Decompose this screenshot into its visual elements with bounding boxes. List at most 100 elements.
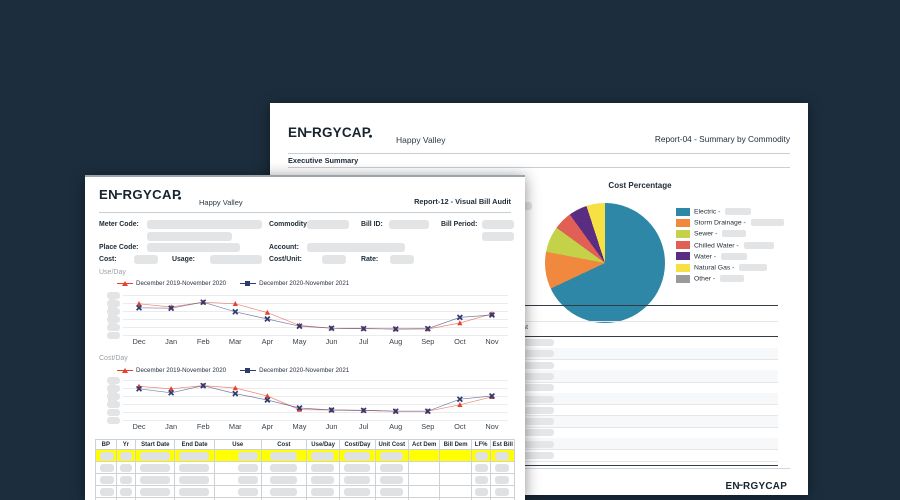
table-cell[interactable] xyxy=(375,450,409,462)
table-column-header[interactable]: End Date xyxy=(175,439,215,450)
table-cell[interactable] xyxy=(261,462,307,474)
table-column-header[interactable]: LF% xyxy=(471,439,492,450)
table-cell[interactable] xyxy=(116,450,137,462)
table-cell[interactable] xyxy=(175,450,215,462)
table-cell[interactable] xyxy=(375,462,409,474)
field-value-cost[interactable] xyxy=(134,255,158,264)
table-cell[interactable] xyxy=(175,474,215,486)
table-column-header[interactable]: Yr xyxy=(116,439,137,450)
table-cell[interactable] xyxy=(116,486,137,498)
table-cell[interactable] xyxy=(491,450,515,462)
table-cell[interactable] xyxy=(340,486,376,498)
table-cell[interactable] xyxy=(175,462,215,474)
table-cell[interactable] xyxy=(261,474,307,486)
table-cell[interactable] xyxy=(306,450,341,462)
table-cell[interactable] xyxy=(409,462,441,474)
report-12-document[interactable]: EN RGYCAP Happy Valley Report-12 - Visua… xyxy=(85,175,525,500)
field-value-meter-code-2[interactable] xyxy=(147,232,232,241)
table-cell[interactable] xyxy=(136,474,176,486)
table-cell[interactable] xyxy=(409,498,441,500)
visual-bill-audit-table[interactable]: BP Yr Start Date End Date Use Cost Use/Day Cost… xyxy=(95,439,515,500)
table-cell[interactable] xyxy=(375,486,409,498)
field-value-bill-period[interactable] xyxy=(482,220,514,229)
table-cell[interactable] xyxy=(307,498,341,500)
table-cell[interactable] xyxy=(214,462,262,474)
table-cell[interactable] xyxy=(440,498,472,500)
table-cell[interactable] xyxy=(340,462,376,474)
table-cell[interactable] xyxy=(491,474,515,486)
table-cell[interactable] xyxy=(471,474,492,486)
table-cell[interactable] xyxy=(471,450,492,462)
table-cell[interactable] xyxy=(340,450,376,462)
data-point-marker xyxy=(264,396,271,404)
table-cell[interactable] xyxy=(491,462,515,474)
table-cell[interactable] xyxy=(440,462,472,474)
table-cell[interactable] xyxy=(491,498,515,500)
table-column-header[interactable]: Cost/Day xyxy=(340,439,376,450)
table-cell[interactable] xyxy=(471,486,492,498)
use-per-day-label: Use/Day xyxy=(99,269,126,276)
report-04-title: Report-04 - Summary by Commodity xyxy=(654,134,790,144)
table-cell[interactable] xyxy=(215,498,262,500)
table-cell[interactable] xyxy=(440,486,472,498)
table-column-header[interactable]: Cost xyxy=(261,439,307,450)
table-cell[interactable] xyxy=(214,450,262,462)
table-cell[interactable] xyxy=(214,474,262,486)
table-cell[interactable] xyxy=(175,486,215,498)
table-cell[interactable] xyxy=(306,474,341,486)
table-column-header[interactable]: Est Bill xyxy=(491,439,515,450)
table-column-header[interactable]: Unit Cost xyxy=(375,439,409,450)
table-cell[interactable] xyxy=(440,450,472,462)
table-column-header[interactable]: Use xyxy=(214,439,262,450)
redacted-cell-value xyxy=(269,464,298,472)
field-value-usage[interactable] xyxy=(210,255,262,264)
legend-value-redacted xyxy=(739,263,768,271)
table-cell[interactable] xyxy=(95,486,117,498)
table-cell[interactable] xyxy=(136,462,176,474)
table-column-header[interactable]: Bill Dem xyxy=(440,439,472,450)
table-cell[interactable] xyxy=(117,498,137,500)
field-value-place-code[interactable] xyxy=(147,243,240,252)
table-column-header[interactable]: Start Date xyxy=(136,439,176,450)
table-cell[interactable] xyxy=(136,498,176,500)
table-cell[interactable] xyxy=(440,474,472,486)
table-cell[interactable] xyxy=(116,462,137,474)
table-cell[interactable] xyxy=(306,462,341,474)
table-cell[interactable] xyxy=(340,498,376,500)
field-value-cost-unit[interactable] xyxy=(322,255,346,264)
table-cell[interactable] xyxy=(136,450,176,462)
table-cell[interactable] xyxy=(136,486,176,498)
x-axis-tick-label: Mar xyxy=(228,337,242,346)
table-cell[interactable] xyxy=(471,462,492,474)
table-cell[interactable] xyxy=(214,486,262,498)
table-cell[interactable] xyxy=(491,486,515,498)
table-cell[interactable] xyxy=(116,474,137,486)
legend-label: Electric - xyxy=(694,207,752,215)
field-value-bill-period-2[interactable] xyxy=(482,232,514,241)
table-cell[interactable] xyxy=(95,462,117,474)
table-cell[interactable] xyxy=(175,498,215,500)
table-cell[interactable] xyxy=(376,498,409,500)
table-cell[interactable] xyxy=(409,450,441,462)
table-cell[interactable] xyxy=(261,450,307,462)
field-value-meter-code[interactable] xyxy=(147,220,262,229)
table-column-header[interactable]: Use/Day xyxy=(306,439,341,450)
gridline xyxy=(123,420,508,421)
table-cell[interactable] xyxy=(409,474,441,486)
table-cell[interactable] xyxy=(472,498,492,500)
table-cell[interactable] xyxy=(95,474,117,486)
table-cell[interactable] xyxy=(261,486,307,498)
table-column-header[interactable]: BP xyxy=(95,439,117,450)
field-value-account[interactable] xyxy=(307,243,405,252)
table-cell[interactable] xyxy=(262,498,307,500)
table-cell[interactable] xyxy=(95,498,117,500)
field-value-commodity[interactable] xyxy=(307,220,349,229)
table-column-header[interactable]: Act Dem xyxy=(409,439,441,450)
table-cell[interactable] xyxy=(340,474,376,486)
field-value-rate[interactable] xyxy=(390,255,414,264)
table-cell[interactable] xyxy=(306,486,341,498)
table-cell[interactable] xyxy=(409,486,441,498)
table-cell[interactable] xyxy=(375,474,409,486)
table-cell[interactable] xyxy=(95,450,117,462)
field-value-bill-id[interactable] xyxy=(389,220,429,229)
